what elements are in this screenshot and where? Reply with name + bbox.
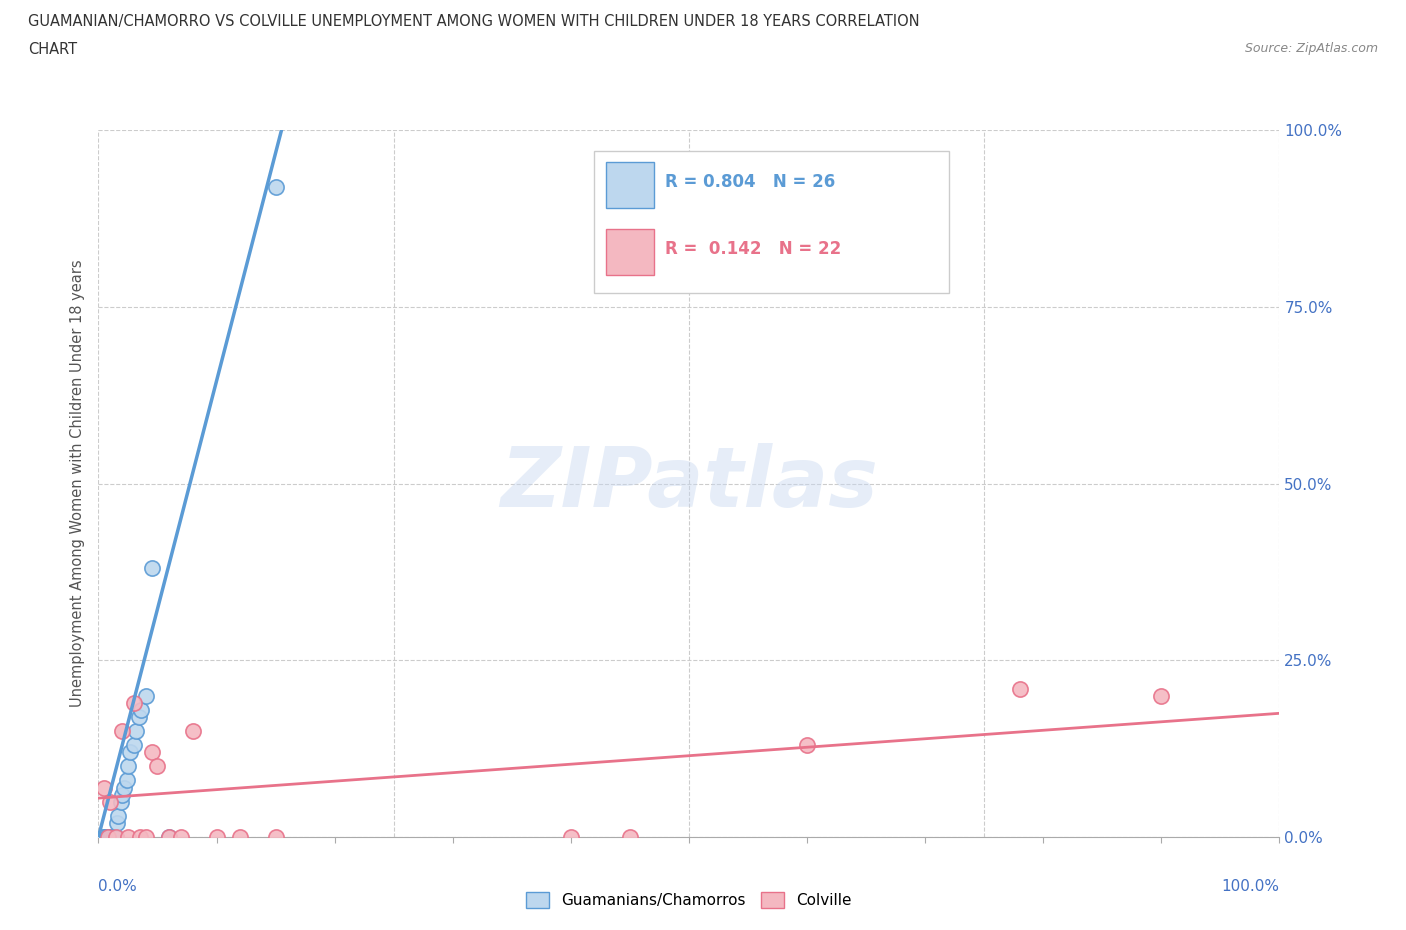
Point bbox=[129, 702, 152, 717]
Point bbox=[93, 830, 115, 844]
Point bbox=[93, 830, 115, 844]
FancyBboxPatch shape bbox=[595, 152, 949, 293]
Point bbox=[264, 179, 287, 194]
Point bbox=[101, 830, 124, 844]
Point bbox=[120, 745, 142, 760]
Point bbox=[97, 830, 120, 844]
Text: CHART: CHART bbox=[28, 42, 77, 57]
Point bbox=[157, 830, 180, 844]
Point bbox=[117, 830, 139, 844]
Point bbox=[111, 787, 134, 802]
Point bbox=[181, 724, 204, 738]
Point bbox=[135, 830, 157, 844]
Point bbox=[1008, 681, 1031, 696]
Text: GUAMANIAN/CHAMORRO VS COLVILLE UNEMPLOYMENT AMONG WOMEN WITH CHILDREN UNDER 18 Y: GUAMANIAN/CHAMORRO VS COLVILLE UNEMPLOYM… bbox=[28, 14, 920, 29]
Point bbox=[98, 830, 121, 844]
Point bbox=[96, 830, 118, 844]
Text: Source: ZipAtlas.com: Source: ZipAtlas.com bbox=[1244, 42, 1378, 55]
Point bbox=[105, 830, 128, 844]
Point bbox=[796, 737, 818, 752]
Point bbox=[115, 773, 138, 788]
Point bbox=[141, 561, 163, 576]
Point bbox=[560, 830, 582, 844]
Point bbox=[128, 710, 150, 724]
Point bbox=[100, 830, 122, 844]
Text: ZIPatlas: ZIPatlas bbox=[501, 443, 877, 525]
Point bbox=[117, 759, 139, 774]
Point bbox=[619, 830, 641, 844]
FancyBboxPatch shape bbox=[606, 229, 654, 275]
Point bbox=[112, 780, 135, 795]
Point bbox=[264, 830, 287, 844]
Point bbox=[122, 696, 145, 711]
Legend: Guamanians/Chamorros, Colville: Guamanians/Chamorros, Colville bbox=[520, 886, 858, 914]
Text: 0.0%: 0.0% bbox=[98, 879, 138, 894]
Text: R =  0.142   N = 22: R = 0.142 N = 22 bbox=[665, 240, 842, 258]
Point bbox=[170, 830, 193, 844]
Point bbox=[105, 830, 128, 844]
Point bbox=[1150, 688, 1173, 703]
Point bbox=[111, 724, 134, 738]
Point bbox=[135, 688, 157, 703]
Point bbox=[125, 724, 148, 738]
Point bbox=[146, 759, 169, 774]
FancyBboxPatch shape bbox=[606, 162, 654, 208]
Text: 100.0%: 100.0% bbox=[1222, 879, 1279, 894]
Point bbox=[141, 745, 163, 760]
Point bbox=[103, 830, 125, 844]
Point bbox=[205, 830, 228, 844]
Point bbox=[105, 816, 128, 830]
Point bbox=[93, 780, 115, 795]
Point bbox=[229, 830, 252, 844]
Point bbox=[98, 794, 121, 809]
Point bbox=[107, 808, 129, 823]
Point bbox=[98, 830, 121, 844]
Point bbox=[128, 830, 150, 844]
Text: R = 0.804   N = 26: R = 0.804 N = 26 bbox=[665, 173, 835, 191]
Point bbox=[110, 794, 132, 809]
Point bbox=[157, 830, 180, 844]
Y-axis label: Unemployment Among Women with Children Under 18 years: Unemployment Among Women with Children U… bbox=[70, 259, 86, 708]
Point bbox=[97, 830, 120, 844]
Point bbox=[122, 737, 145, 752]
